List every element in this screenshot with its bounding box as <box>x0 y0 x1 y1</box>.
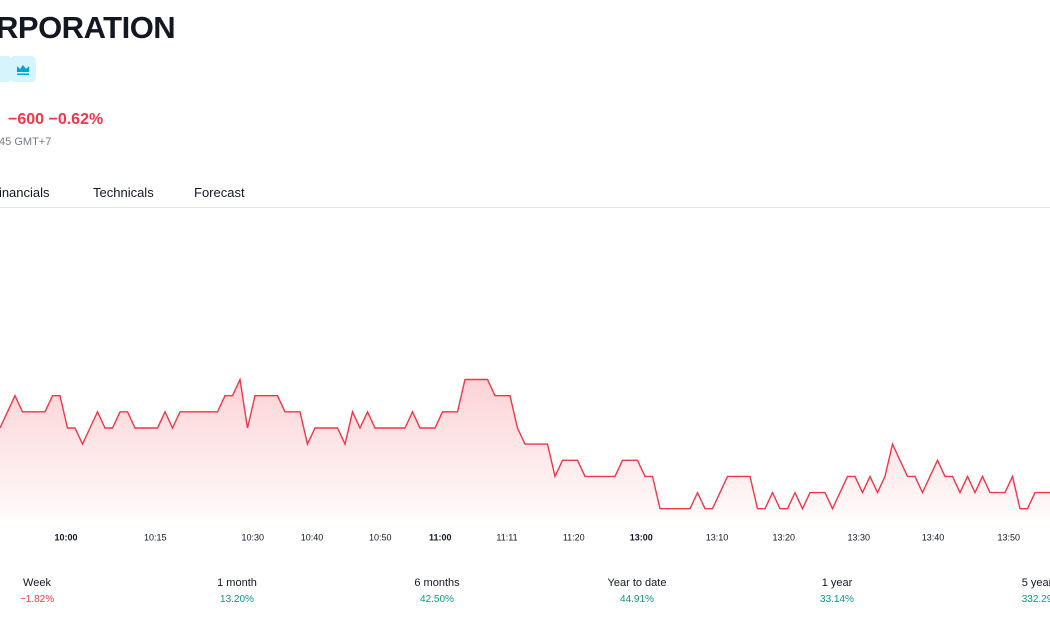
period-label: 6 months <box>414 577 460 589</box>
tab[interactable]: Technicals <box>93 185 154 200</box>
period-change: 33.14% <box>820 594 854 605</box>
price-change: −600 −0.62% <box>8 111 104 128</box>
crown-icon <box>17 65 29 75</box>
x-tick-label: 10:00 <box>54 532 77 542</box>
x-tick-label: 13:30 <box>847 532 870 542</box>
tab-divider <box>0 207 1050 208</box>
performance-item[interactable]: 6 months 42.50% <box>377 577 497 605</box>
tab[interactable]: Forecast <box>194 185 245 200</box>
tab[interactable]: Financials <box>0 185 50 200</box>
period-label: Year to date <box>607 577 667 589</box>
period-change: 332.29 <box>1021 594 1050 605</box>
period-change: 13.20% <box>220 594 254 605</box>
symbol-title: RPORATION <box>0 10 176 45</box>
period-change: 44.91% <box>620 594 654 605</box>
x-tick-label: 10:15 <box>144 532 167 542</box>
badge <box>0 56 12 82</box>
x-tick-label: 10:50 <box>369 532 392 542</box>
period-change: −1.82% <box>19 594 55 605</box>
x-tick-label: 11:00 <box>429 532 452 542</box>
x-tick-label: 11:11 <box>496 532 517 542</box>
badge-crown <box>10 56 36 82</box>
area-fill <box>0 379 1050 520</box>
period-change: 42.50% <box>420 594 454 605</box>
performance-item[interactable]: 1 year 33.14% <box>777 577 897 605</box>
x-tick-label: 10:30 <box>241 532 264 542</box>
performance-item[interactable]: 5 year 332.29 <box>977 577 1050 605</box>
x-tick-label: 13:00 <box>630 532 653 542</box>
price-chart: 10:00 10:15 10:30 10:40 10:50 11:00 11:11 11:20… <box>0 377 1050 542</box>
x-tick-label: 13:20 <box>772 532 795 542</box>
x-tick-label: 13:10 <box>706 532 729 542</box>
performance-item[interactable]: Week −1.82% <box>0 577 97 605</box>
period-label: 5 year <box>1021 577 1050 589</box>
timestamp: :45 GMT+7 <box>0 136 52 148</box>
performance-item[interactable]: 1 month 13.20% <box>177 577 297 605</box>
period-label: 1 year <box>821 577 853 589</box>
performance-item[interactable]: Year to date 44.91% <box>577 577 697 605</box>
x-tick-label: 13:50 <box>997 532 1020 542</box>
x-tick-label: 11:20 <box>563 532 585 542</box>
x-tick-label: 13:40 <box>922 532 945 542</box>
period-label: 1 month <box>217 577 257 589</box>
x-tick-label: 10:40 <box>301 532 324 542</box>
price-line <box>0 377 1050 511</box>
period-label: Week <box>23 577 51 589</box>
